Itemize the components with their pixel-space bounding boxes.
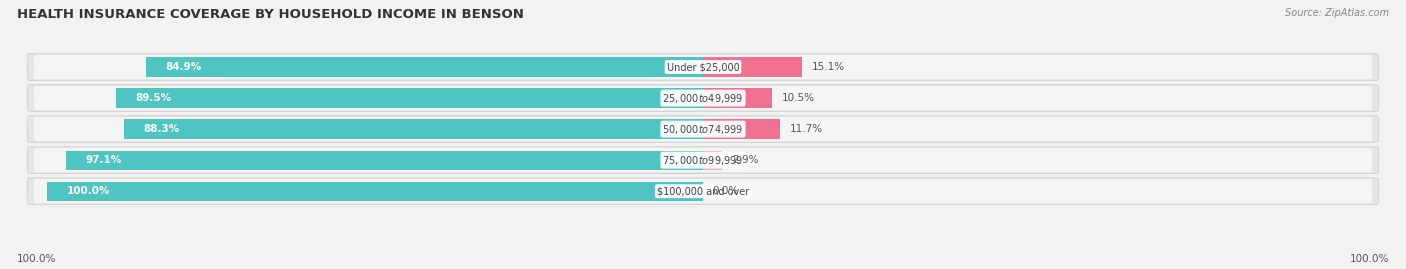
FancyBboxPatch shape bbox=[27, 147, 1379, 174]
Text: 15.1%: 15.1% bbox=[811, 62, 845, 72]
Text: 10.5%: 10.5% bbox=[782, 93, 814, 103]
Text: 84.9%: 84.9% bbox=[166, 62, 202, 72]
Text: $25,000 to $49,999: $25,000 to $49,999 bbox=[662, 91, 744, 105]
Text: $100,000 and over: $100,000 and over bbox=[657, 186, 749, 196]
FancyBboxPatch shape bbox=[34, 86, 1372, 110]
Text: 100.0%: 100.0% bbox=[17, 254, 56, 264]
Text: 11.7%: 11.7% bbox=[790, 124, 823, 134]
Bar bbox=[703, 119, 780, 139]
FancyBboxPatch shape bbox=[27, 116, 1379, 143]
FancyBboxPatch shape bbox=[34, 179, 1372, 203]
Bar bbox=[115, 89, 703, 108]
Text: 100.0%: 100.0% bbox=[66, 186, 110, 196]
FancyBboxPatch shape bbox=[34, 117, 1372, 141]
Text: Source: ZipAtlas.com: Source: ZipAtlas.com bbox=[1285, 8, 1389, 18]
Text: $75,000 to $99,999: $75,000 to $99,999 bbox=[662, 154, 744, 167]
Text: 2.9%: 2.9% bbox=[733, 155, 758, 165]
Bar bbox=[66, 151, 703, 170]
Text: 0.0%: 0.0% bbox=[713, 186, 740, 196]
Text: 88.3%: 88.3% bbox=[143, 124, 180, 134]
Text: HEALTH INSURANCE COVERAGE BY HOUSEHOLD INCOME IN BENSON: HEALTH INSURANCE COVERAGE BY HOUSEHOLD I… bbox=[17, 8, 524, 21]
Bar bbox=[703, 151, 723, 170]
Text: 100.0%: 100.0% bbox=[1350, 254, 1389, 264]
Text: $50,000 to $74,999: $50,000 to $74,999 bbox=[662, 123, 744, 136]
Text: 89.5%: 89.5% bbox=[135, 93, 172, 103]
Bar bbox=[703, 57, 801, 77]
FancyBboxPatch shape bbox=[34, 55, 1372, 79]
FancyBboxPatch shape bbox=[27, 178, 1379, 204]
Bar bbox=[146, 57, 703, 77]
Text: 97.1%: 97.1% bbox=[86, 155, 122, 165]
FancyBboxPatch shape bbox=[27, 85, 1379, 111]
Bar bbox=[124, 119, 703, 139]
FancyBboxPatch shape bbox=[27, 54, 1379, 80]
FancyBboxPatch shape bbox=[34, 148, 1372, 172]
Bar bbox=[703, 89, 772, 108]
Text: Under $25,000: Under $25,000 bbox=[666, 62, 740, 72]
Bar bbox=[46, 182, 703, 201]
